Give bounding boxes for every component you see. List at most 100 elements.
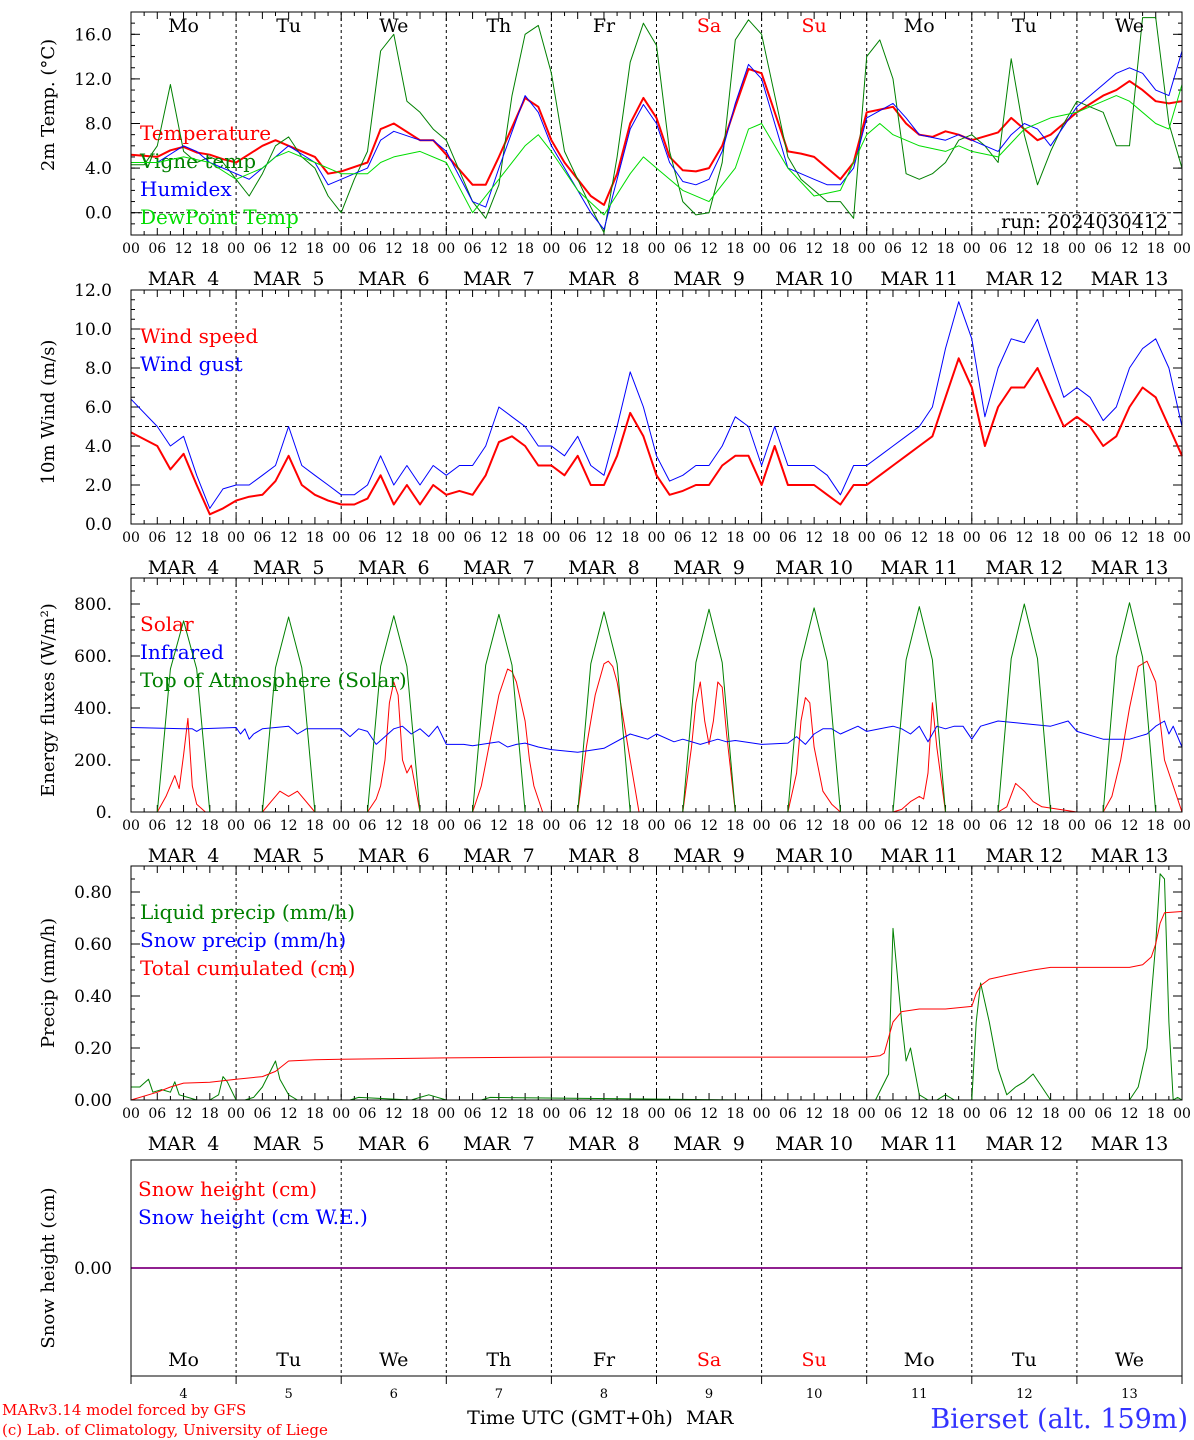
- day-name: Su: [802, 15, 827, 37]
- y-tick-label: 8.0: [85, 359, 112, 379]
- y-axis-label: Energy fluxes (W/m²): [38, 603, 59, 797]
- hour-tick-label: 00: [753, 530, 771, 546]
- hour-tick-label: 00: [1068, 1106, 1086, 1122]
- date-label: MAR 13: [1091, 268, 1169, 290]
- hour-tick-label: 00: [332, 1106, 350, 1122]
- hour-tick-label: 18: [411, 241, 429, 257]
- date-label: MAR 12: [985, 557, 1063, 579]
- hour-tick-label: 12: [595, 241, 613, 257]
- y-tick-label: 10.0: [74, 320, 112, 340]
- hour-tick-label: 00: [858, 1106, 876, 1122]
- hour-tick-label: 06: [359, 530, 377, 546]
- hour-tick-label: 00: [1068, 241, 1086, 257]
- date-label: MAR 7: [463, 845, 535, 867]
- day-name: Fr: [593, 15, 616, 37]
- hour-tick-label: 06: [674, 241, 692, 257]
- y-tick-label: 12.0: [74, 281, 112, 301]
- day-number: 4: [179, 1387, 187, 1402]
- hour-tick-label: 00: [648, 530, 666, 546]
- hour-tick-label: 12: [175, 530, 193, 546]
- date-label: MAR 6: [358, 845, 430, 867]
- date-label: MAR 12: [985, 268, 1063, 290]
- hour-tick-label: 18: [201, 241, 219, 257]
- hour-tick-label: 12: [805, 1106, 823, 1122]
- date-label: MAR 11: [880, 557, 958, 579]
- hour-tick-label: 06: [569, 530, 587, 546]
- legend-entry: Wind speed: [140, 324, 258, 348]
- hour-tick-label: 18: [726, 1106, 744, 1122]
- date-label: MAR 8: [568, 268, 640, 290]
- day-number: 5: [285, 1387, 293, 1402]
- hour-tick-label: 00: [122, 530, 140, 546]
- hour-tick-label: 00: [227, 241, 245, 257]
- hour-tick-label: 18: [1147, 1106, 1165, 1122]
- panel-2: 12.0 10.0 8.0 6.0 4.0 2.0 0.0 10m Wind (m/s) Win…: [38, 281, 1191, 579]
- hour-tick-label: 18: [726, 818, 744, 834]
- hour-tick-label: 12: [1121, 818, 1139, 834]
- date-label: MAR 5: [253, 557, 325, 579]
- date-label: MAR 10: [775, 557, 853, 579]
- hour-tick-label: 12: [385, 241, 403, 257]
- hour-tick-label: 00: [648, 241, 666, 257]
- day-number: 13: [1121, 1387, 1138, 1402]
- hour-tick-label: 18: [621, 530, 639, 546]
- hour-tick-label: 00: [332, 818, 350, 834]
- day-name: We: [379, 15, 408, 37]
- hour-tick-label: 06: [569, 241, 587, 257]
- hour-tick-label: 00: [963, 530, 981, 546]
- hour-tick-label: 06: [989, 530, 1007, 546]
- hour-tick-label: 18: [201, 818, 219, 834]
- hour-tick-label: 00: [542, 1106, 560, 1122]
- hour-tick-label: 18: [516, 530, 534, 546]
- y-tick-label: 0.00: [74, 1259, 112, 1279]
- panel-5: 0.00 Snow height (cm) Snow height (cm) Snow…: [38, 1159, 1183, 1402]
- panel-3: 800. 600. 400. 200. 0. Energy fluxes (W/m²) So…: [38, 577, 1191, 867]
- hour-tick-label: 12: [175, 1106, 193, 1122]
- series-line-total-cumulated-cm-: [130, 911, 1183, 1101]
- day-number: 8: [600, 1387, 608, 1402]
- day-name: We: [1115, 15, 1144, 37]
- hour-tick-label: 18: [201, 530, 219, 546]
- hour-tick-label: 06: [884, 530, 902, 546]
- station-label: Bierset (alt. 159m): [930, 1404, 1188, 1435]
- panel-4: 0.80 0.60 0.40 0.20 0.00 Precip (mm/h) Liquid …: [38, 865, 1191, 1155]
- y-tick-label: 0.0: [85, 515, 112, 535]
- hour-tick-label: 18: [832, 241, 850, 257]
- y-tick-label: 4.0: [85, 437, 112, 457]
- hour-tick-label: 12: [280, 241, 298, 257]
- y-tick-label: 800.: [74, 595, 112, 615]
- hour-tick-label: 12: [385, 1106, 403, 1122]
- y-axis-label: Precip (mm/h): [38, 918, 59, 1048]
- plot-frame: [130, 289, 1183, 525]
- hour-tick-label: 12: [910, 530, 928, 546]
- hour-tick-label: 06: [1094, 241, 1112, 257]
- date-label: MAR 11: [880, 268, 958, 290]
- plot-frame: [130, 11, 1183, 236]
- y-tick-label: 600.: [74, 647, 112, 667]
- hour-tick-label: 00: [753, 818, 771, 834]
- legend-entry: Snow height (cm W.E.): [138, 1205, 368, 1229]
- day-name: Fr: [593, 1349, 616, 1371]
- hour-tick-label: 06: [253, 818, 271, 834]
- hour-tick-label: 18: [937, 530, 955, 546]
- date-label: MAR 9: [673, 1133, 745, 1155]
- x-axis-title: Time UTC (GMT+0h): [467, 1407, 673, 1429]
- hour-tick-label: 06: [779, 818, 797, 834]
- plot-frame: [130, 865, 1183, 1101]
- hour-tick-label: 12: [490, 1106, 508, 1122]
- plot-frame: [130, 577, 1183, 813]
- hour-tick-label: 12: [910, 818, 928, 834]
- hour-tick-label: 18: [621, 1106, 639, 1122]
- hour-tick-label: 00: [753, 1106, 771, 1122]
- day-name: Su: [802, 1349, 827, 1371]
- hour-tick-label: 00: [1068, 818, 1086, 834]
- y-tick-label: 0.40: [74, 987, 112, 1007]
- date-label: MAR 4: [148, 1133, 220, 1155]
- date-label: MAR 9: [673, 557, 745, 579]
- hour-tick-label: 12: [1121, 241, 1139, 257]
- hour-tick-label: 18: [201, 1106, 219, 1122]
- hour-tick-label: 06: [989, 1106, 1007, 1122]
- hour-tick-label: 00: [122, 818, 140, 834]
- hour-tick-label: 00: [963, 241, 981, 257]
